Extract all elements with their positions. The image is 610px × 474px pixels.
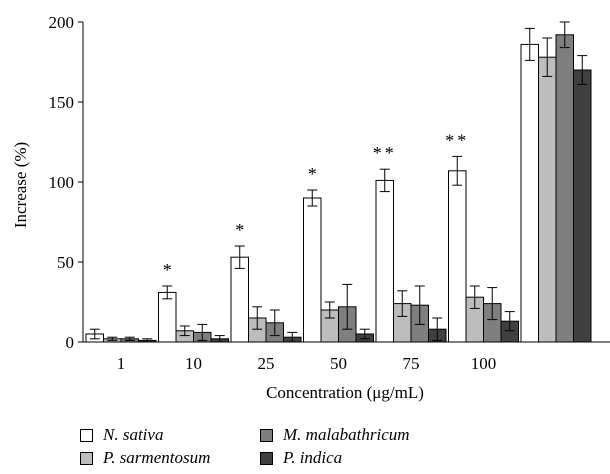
x-tick-label: 75 <box>403 354 420 373</box>
y-axis: 0 50 100 150 200 <box>49 13 84 352</box>
y-axis-label: Increase (%) <box>11 142 30 228</box>
legend-label-m-malabathricum: M. malabathricum <box>283 425 410 444</box>
legend-swatch-n-sativa <box>80 428 93 442</box>
x-tick-label: 50 <box>330 354 347 373</box>
bar <box>303 197 322 343</box>
legend-label-p-sarmentosum: P. sarmentosum <box>103 448 211 467</box>
y-tick-label: 150 <box>49 93 75 112</box>
bar <box>158 291 177 343</box>
significance-marker: * <box>235 220 244 240</box>
bar <box>573 69 592 343</box>
significance-annotations: ******* <box>163 130 469 280</box>
x-tick-label: 25 <box>258 354 275 373</box>
y-tick-label: 200 <box>49 13 75 32</box>
legend-swatch-p-sarmentosum <box>80 451 93 465</box>
x-axis-label: Concentration (μg/mL) <box>266 383 424 402</box>
legend-item-m-malabathricum: M. malabathricum <box>260 424 410 446</box>
legend-label-n-sativa: N. sativa <box>103 425 164 444</box>
x-tick-label: 1 <box>117 354 126 373</box>
significance-marker: * <box>308 164 317 184</box>
bar <box>555 34 574 343</box>
x-tick-label: 10 <box>185 354 202 373</box>
legend-item-p-sarmentosum: P. sarmentosum <box>80 447 210 469</box>
x-tick-label: 100 <box>471 354 497 373</box>
significance-marker: * <box>163 260 172 280</box>
bars <box>85 34 592 343</box>
legend-item-p-indica: P. indica <box>260 447 342 469</box>
y-tick-label: 0 <box>66 333 75 352</box>
y-tick-label: 50 <box>57 253 74 272</box>
bar <box>230 256 249 343</box>
error-bars <box>89 21 588 343</box>
bar <box>448 170 467 343</box>
legend-label-p-indica: P. indica <box>283 448 343 467</box>
bar <box>520 43 539 343</box>
significance-marker: ** <box>373 143 397 163</box>
legend-swatch-p-indica <box>260 451 273 465</box>
x-axis: 1 10 25 50 75 100 <box>83 341 610 373</box>
y-tick-label: 100 <box>49 173 75 192</box>
legend-item-n-sativa: N. sativa <box>80 424 163 446</box>
bar <box>538 56 557 343</box>
legend-swatch-m-malabathricum <box>260 428 273 442</box>
significance-marker: ** <box>445 130 469 150</box>
legend: N. sativa P. sarmentosum M. malabathricu… <box>80 424 600 474</box>
bar <box>375 179 394 343</box>
